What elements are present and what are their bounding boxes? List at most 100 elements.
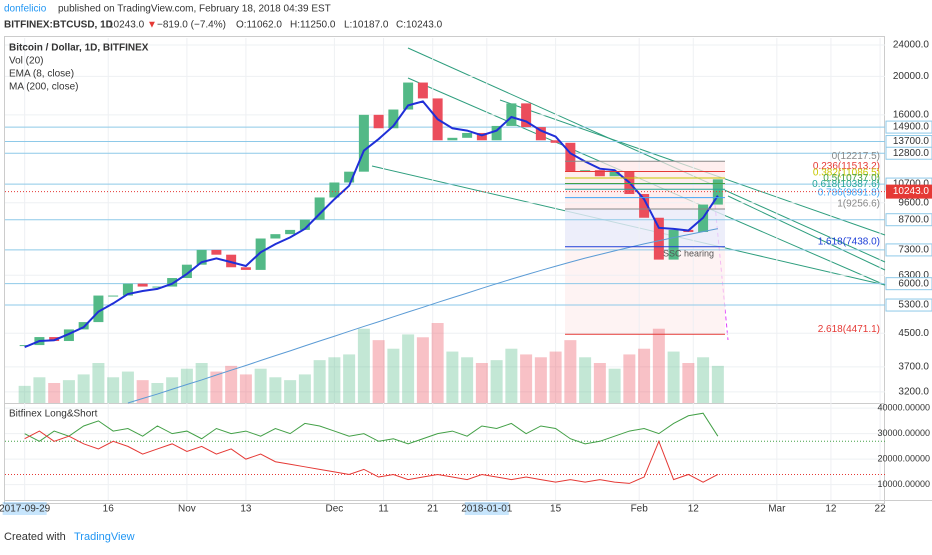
x-tick-label: 2017-09-29 bbox=[0, 504, 51, 515]
fib-label: 0.382(11086.5) bbox=[813, 168, 880, 179]
volume-bar bbox=[343, 354, 356, 403]
y-tick-label: 10700.0 bbox=[893, 179, 930, 190]
y2-tick-label: 10000.00000 bbox=[877, 479, 930, 489]
open: O:11062.0 bbox=[236, 20, 282, 31]
candle bbox=[344, 171, 355, 183]
price-box bbox=[885, 243, 932, 257]
volume-bar bbox=[564, 340, 577, 403]
x-tick-label: 22 bbox=[875, 504, 887, 515]
volume-bar bbox=[534, 357, 547, 403]
author: donfelicio bbox=[4, 4, 47, 15]
last-price-box bbox=[886, 184, 932, 199]
y-tick-label: 14900.0 bbox=[893, 122, 930, 133]
x-tick-label: 16 bbox=[103, 504, 115, 515]
indicator-line bbox=[24, 430, 719, 484]
candle bbox=[137, 283, 148, 287]
volume-bar bbox=[387, 348, 400, 403]
volume-bar bbox=[239, 374, 252, 403]
y2-tick-label: 20000.00000 bbox=[877, 454, 930, 464]
candle bbox=[108, 295, 119, 297]
y-tick-label: 5300.0 bbox=[898, 300, 929, 311]
volume-bar bbox=[608, 368, 621, 403]
x-tick-label: 2018-01-01 bbox=[461, 504, 513, 515]
volume-bar bbox=[107, 377, 120, 403]
volume-bar bbox=[593, 363, 606, 403]
volume-bar bbox=[298, 374, 311, 403]
volume-bar bbox=[638, 348, 651, 403]
indicator-title: Bitfinex Long&Short bbox=[9, 409, 98, 420]
ma-line bbox=[127, 228, 718, 404]
price-box bbox=[885, 120, 932, 134]
candle bbox=[285, 229, 296, 235]
x-tick-label: Nov bbox=[178, 504, 196, 515]
y-tick-label: 6300.0 bbox=[898, 270, 929, 281]
y-tick-label: 13700.0 bbox=[893, 136, 930, 147]
candle bbox=[594, 170, 605, 177]
x-tick-label: Dec bbox=[325, 504, 343, 515]
volume-bar bbox=[549, 351, 562, 403]
candle bbox=[196, 249, 207, 265]
volume-bar bbox=[461, 357, 474, 403]
volume-bar bbox=[33, 377, 46, 403]
candle bbox=[609, 171, 620, 177]
candle bbox=[49, 337, 60, 342]
candle bbox=[565, 142, 576, 172]
candle bbox=[240, 267, 251, 270]
volume-bar bbox=[416, 337, 429, 403]
date-box bbox=[2, 502, 47, 515]
fib-label: 0.618(10387.6) bbox=[812, 179, 880, 190]
x-tick-label: Mar bbox=[768, 504, 786, 515]
indicator-line bbox=[24, 412, 719, 445]
candle bbox=[167, 278, 178, 287]
price-box bbox=[885, 277, 932, 291]
candle bbox=[491, 125, 502, 141]
footer-brand: TradingView bbox=[74, 531, 135, 543]
volume-bar bbox=[284, 380, 297, 403]
annotation: SSC hearing bbox=[663, 248, 714, 258]
volume-bar bbox=[180, 368, 193, 403]
fib-label: 1.618(7438.0) bbox=[818, 236, 880, 247]
legend-entry: Vol (20) bbox=[9, 56, 43, 67]
volume-bar bbox=[254, 368, 267, 403]
fib-label: 2.618(4471.1) bbox=[818, 324, 880, 335]
volume-bar bbox=[328, 357, 341, 403]
volume-bar bbox=[195, 363, 208, 403]
candle bbox=[93, 295, 104, 323]
candle bbox=[535, 127, 546, 141]
candle bbox=[639, 194, 650, 218]
x-tick-label: 13 bbox=[240, 504, 252, 515]
volume-bar bbox=[682, 363, 695, 403]
change: −819.0 (−7.4%) bbox=[157, 20, 226, 31]
volume-bar bbox=[520, 354, 533, 403]
candle bbox=[580, 170, 591, 172]
candle bbox=[447, 137, 458, 141]
y-tick-label: 8700.0 bbox=[898, 214, 929, 225]
volume-bar bbox=[475, 363, 488, 403]
volume-bar bbox=[652, 328, 665, 403]
candle bbox=[211, 249, 222, 255]
y2-tick-label: 40000.00000 bbox=[877, 402, 930, 412]
y-tick-label: 4500.0 bbox=[898, 328, 929, 339]
fib-label: 0.5(10737.0) bbox=[823, 173, 880, 184]
volume-bar bbox=[225, 365, 238, 403]
candle bbox=[653, 217, 664, 260]
legend-entry: MA (200, close) bbox=[9, 82, 78, 93]
volume-bar bbox=[269, 377, 282, 403]
candle bbox=[388, 109, 399, 129]
candle bbox=[476, 132, 487, 141]
volume-bar bbox=[667, 351, 680, 403]
y-tick-label: 7300.0 bbox=[898, 245, 929, 256]
candle bbox=[417, 82, 428, 99]
legend-entry: EMA (8, close) bbox=[9, 69, 74, 80]
candle bbox=[668, 229, 679, 260]
candle bbox=[19, 345, 30, 347]
candle bbox=[712, 179, 723, 205]
legend-entry: Bitcoin / Dollar, 1D, BITFINEX bbox=[9, 43, 149, 54]
trend-line bbox=[407, 47, 886, 263]
volume-bar bbox=[446, 351, 459, 403]
volume-bar bbox=[623, 354, 636, 403]
fib-label: 0.786(9891.8) bbox=[818, 187, 880, 198]
volume-bar bbox=[121, 371, 134, 403]
fib-label: 1(9256.6) bbox=[837, 199, 880, 210]
